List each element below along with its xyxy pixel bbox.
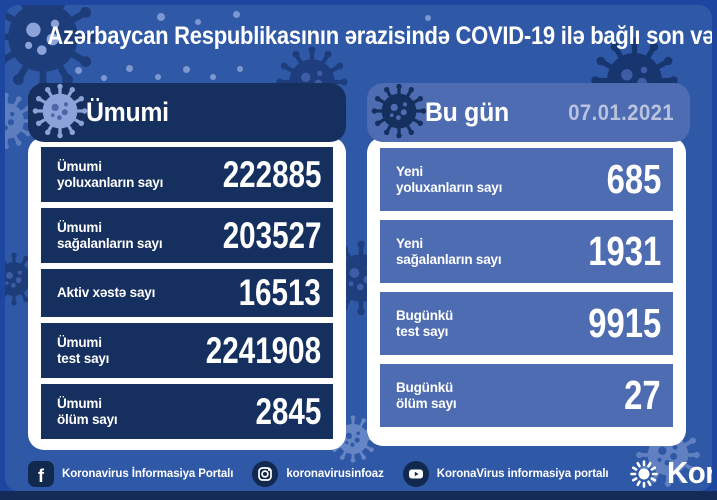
stat-value: 222885 xyxy=(222,153,321,195)
bottom-strip xyxy=(0,491,717,500)
facebook-link[interactable]: f Koronavirus İnformasiya Portalı xyxy=(28,461,233,487)
stat-value: 2241908 xyxy=(205,329,321,371)
virus-sun-icon xyxy=(629,460,658,488)
koronavirus-info-logo[interactable]: KoronaVirus info xyxy=(628,455,712,490)
right-stats-card: Yeni yoluxanların sayı 685 Yeni sağalanl… xyxy=(367,137,686,446)
footer: f Koronavirus İnformasiya Portalı korona… xyxy=(28,457,712,490)
facebook-label: Koronavirus İnformasiya Portalı xyxy=(62,468,234,480)
virus-icon xyxy=(369,81,429,141)
instagram-icon xyxy=(252,461,279,487)
stat-label: Yeni yoluxanların sayı xyxy=(396,163,503,195)
youtube-label: KoronaVirus informasiya portalı xyxy=(436,468,609,480)
facebook-icon: f xyxy=(28,461,54,487)
stat-label: Bugünkü ölüm sayı xyxy=(396,379,457,411)
stat-value: 203527 xyxy=(222,214,321,256)
infographic-canvas: Azərbaycan Respublikasının ərazisində CO… xyxy=(5,5,712,491)
stat-row-total-tests: Ümumi test sayı 2241908 xyxy=(41,323,333,378)
instagram-label: koronavirusinfoaz xyxy=(286,468,384,480)
stat-value: 685 xyxy=(606,156,661,202)
stat-row-today-deaths: Bugünkü ölüm sayı 27 xyxy=(380,364,673,427)
stat-row-new-recovered: Yeni sağalanların sayı 1931 xyxy=(380,220,673,283)
instagram-link[interactable]: koronavirusinfoaz xyxy=(252,461,384,487)
stat-row-total-infected: Ümumi yoluxanların sayı 222885 xyxy=(41,147,333,202)
youtube-icon xyxy=(402,461,429,487)
stat-label: Aktiv xəstə sayı xyxy=(57,285,156,301)
left-stats-card: Ümumi yoluxanların sayı 222885 Ümumi sağ… xyxy=(28,137,346,450)
stat-label: Ümumi ölüm sayı xyxy=(57,395,118,427)
stat-value: 2845 xyxy=(255,390,321,432)
left-panel-title: Ümumi xyxy=(86,97,169,127)
stat-label: Bugünkü test sayı xyxy=(396,307,454,339)
right-panel-title: Bu gün xyxy=(425,97,509,127)
report-date: 07.01.2021 xyxy=(568,99,674,125)
stat-value: 9915 xyxy=(588,300,661,346)
stat-row-new-infected: Yeni yoluxanların sayı 685 xyxy=(380,148,673,211)
virus-icon xyxy=(30,81,90,141)
stat-row-active-cases: Aktiv xəstə sayı 16513 xyxy=(41,269,333,317)
left-panel-header: Ümumi xyxy=(28,83,346,142)
stat-label: Yeni sağalanların sayı xyxy=(396,235,502,267)
brand-name: KoronaVirus xyxy=(666,455,712,490)
stat-value: 27 xyxy=(624,372,661,418)
stat-label: Ümumi yoluxanların sayı xyxy=(57,158,164,190)
stat-row-total-recovered: Ümumi sağalanların sayı 203527 xyxy=(41,208,333,263)
stat-value: 16513 xyxy=(238,272,321,313)
stat-label: Ümumi sağalanların sayı xyxy=(57,219,163,251)
stat-label: Ümumi test sayı xyxy=(57,334,110,366)
stat-row-total-deaths: Ümumi ölüm sayı 2845 xyxy=(41,384,333,439)
stat-value: 1931 xyxy=(588,228,661,274)
youtube-link[interactable]: KoronaVirus informasiya portalı xyxy=(402,461,609,487)
page-title: Azərbaycan Respublikasının ərazisində CO… xyxy=(47,22,712,50)
stat-row-today-tests: Bugünkü test sayı 9915 xyxy=(380,292,673,355)
right-panel-header: Bu gün 07.01.2021 xyxy=(367,83,690,142)
